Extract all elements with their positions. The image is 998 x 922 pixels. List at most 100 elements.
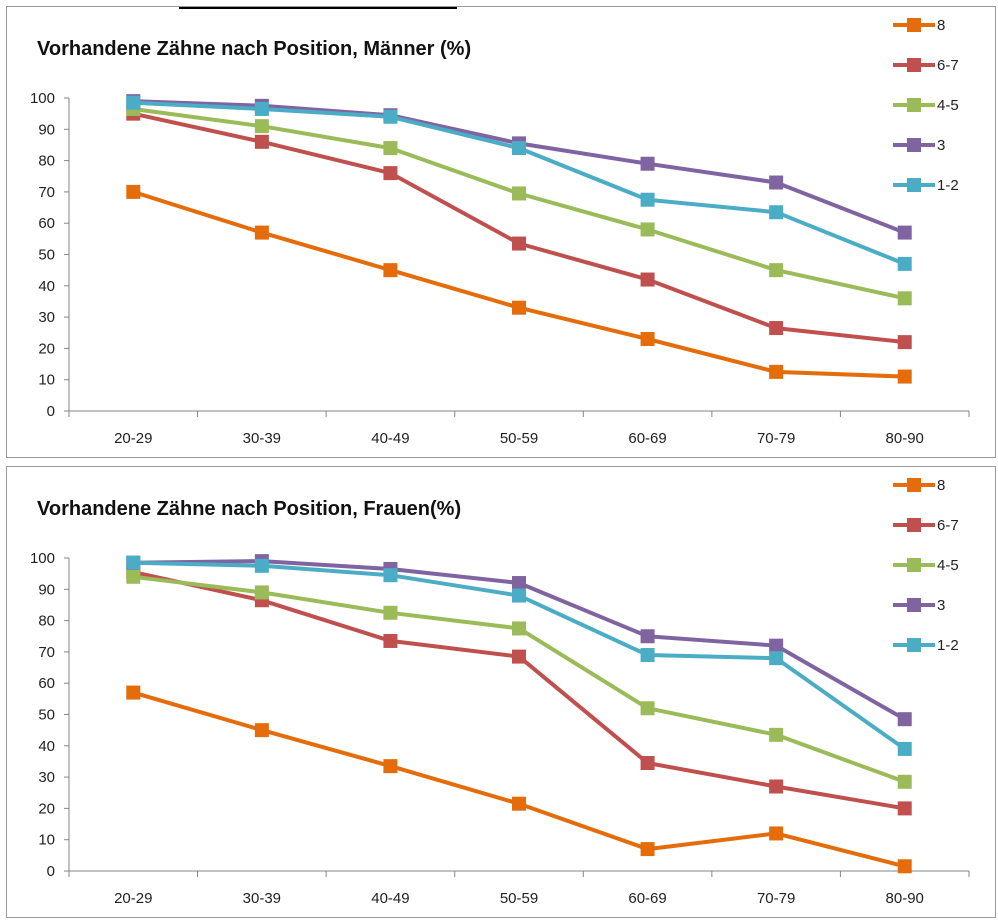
data-point — [512, 300, 526, 315]
x-tick-label: 80-90 — [886, 890, 924, 907]
legend-marker — [907, 18, 921, 32]
data-point — [254, 585, 269, 600]
data-point — [897, 291, 912, 306]
y-tick-label: 30 — [38, 309, 55, 326]
y-tick-label: 40 — [38, 738, 55, 755]
chart-title: Vorhandene Zähne nach Position, Frauen(%… — [37, 498, 461, 520]
data-point — [383, 568, 398, 583]
x-tick-label: 50-59 — [500, 890, 538, 907]
y-tick-label: 90 — [38, 581, 55, 598]
data-point — [126, 555, 141, 570]
chart-panel-maenner: Vorhandene Zähne nach Position, Männer (… — [6, 6, 996, 458]
data-point — [640, 272, 655, 287]
data-point — [126, 184, 141, 199]
data-point — [769, 175, 784, 190]
legend-label: 3 — [937, 137, 945, 154]
legend-label: 4-5 — [937, 97, 959, 114]
y-tick-label: 60 — [38, 215, 55, 232]
data-point — [254, 558, 269, 573]
legend-marker — [907, 178, 921, 192]
legend-marker — [907, 58, 921, 72]
x-tick-label: 50-59 — [500, 430, 538, 447]
data-point — [512, 588, 526, 603]
data-point — [769, 263, 784, 278]
legend-marker — [907, 598, 921, 612]
x-tick-label: 30-39 — [243, 890, 281, 907]
data-point — [254, 225, 269, 240]
data-point — [254, 134, 269, 149]
data-point — [769, 651, 784, 666]
y-tick-label: 80 — [38, 153, 55, 170]
data-point — [383, 633, 398, 648]
data-point — [640, 222, 655, 237]
legend-marker — [907, 518, 921, 532]
data-point — [640, 842, 655, 857]
chart-panel-frauen: Vorhandene Zähne nach Position, Frauen(%… — [6, 466, 996, 918]
y-tick-label: 20 — [38, 800, 55, 817]
y-tick-label: 100 — [30, 90, 55, 107]
chart-frauen: Vorhandene Zähne nach Position, Frauen(%… — [30, 477, 970, 907]
y-tick-label: 30 — [38, 769, 55, 786]
y-tick-label: 90 — [38, 121, 55, 138]
y-tick-label: 50 — [38, 707, 55, 724]
data-point — [254, 119, 269, 134]
series-line-8 — [132, 189, 905, 379]
data-point — [254, 101, 269, 116]
series-line-6-7 — [132, 570, 906, 811]
data-point — [897, 335, 912, 350]
chart-maenner: Vorhandene Zähne nach Position, Männer (… — [30, 17, 970, 447]
x-tick-label: 80-90 — [886, 430, 924, 447]
data-point — [512, 649, 526, 664]
y-tick-label: 100 — [30, 550, 55, 567]
x-tick-label: 40-49 — [371, 430, 409, 447]
legend-marker — [907, 478, 921, 492]
data-point — [126, 685, 141, 700]
y-tick-label: 20 — [38, 340, 55, 357]
legend-label: 8 — [937, 17, 945, 34]
data-point — [512, 141, 526, 156]
y-tick-label: 10 — [38, 832, 55, 849]
y-tick-label: 60 — [38, 675, 55, 692]
data-point — [383, 759, 398, 774]
y-tick-label: 0 — [47, 863, 55, 880]
series-line-4-5 — [133, 574, 906, 784]
data-point — [383, 263, 398, 278]
data-point — [769, 727, 784, 742]
data-point — [126, 569, 141, 584]
legend-label: 3 — [937, 597, 945, 614]
legend-marker — [907, 638, 921, 652]
y-tick-label: 50 — [38, 247, 55, 264]
legend-label: 1-2 — [937, 637, 959, 654]
data-point — [383, 109, 398, 124]
x-tick-label: 40-49 — [371, 890, 409, 907]
legend-label: 6-7 — [937, 57, 959, 74]
data-point — [512, 576, 526, 591]
y-tick-label: 10 — [38, 372, 55, 389]
x-tick-label: 70-79 — [757, 430, 795, 447]
data-point — [897, 774, 912, 789]
data-point — [512, 621, 526, 636]
data-point — [640, 648, 655, 663]
data-point — [254, 723, 269, 738]
legend-marker — [907, 98, 921, 112]
data-point — [769, 638, 784, 653]
data-point — [897, 256, 912, 271]
data-point — [640, 192, 655, 207]
series-line-8 — [132, 690, 906, 869]
data-point — [897, 801, 912, 816]
data-point — [769, 364, 784, 379]
legend-label: 1-2 — [937, 177, 959, 194]
data-point — [769, 826, 784, 841]
legend-marker — [907, 138, 921, 152]
data-point — [769, 321, 784, 336]
x-tick-label: 30-39 — [243, 430, 281, 447]
data-point — [640, 156, 655, 171]
data-point — [769, 205, 784, 220]
data-point — [897, 859, 912, 874]
data-point — [383, 605, 398, 620]
x-tick-label: 60-69 — [628, 890, 666, 907]
data-point — [640, 629, 655, 644]
x-tick-label: 20-29 — [114, 890, 152, 907]
data-point — [897, 741, 912, 756]
y-tick-label: 70 — [38, 644, 55, 661]
